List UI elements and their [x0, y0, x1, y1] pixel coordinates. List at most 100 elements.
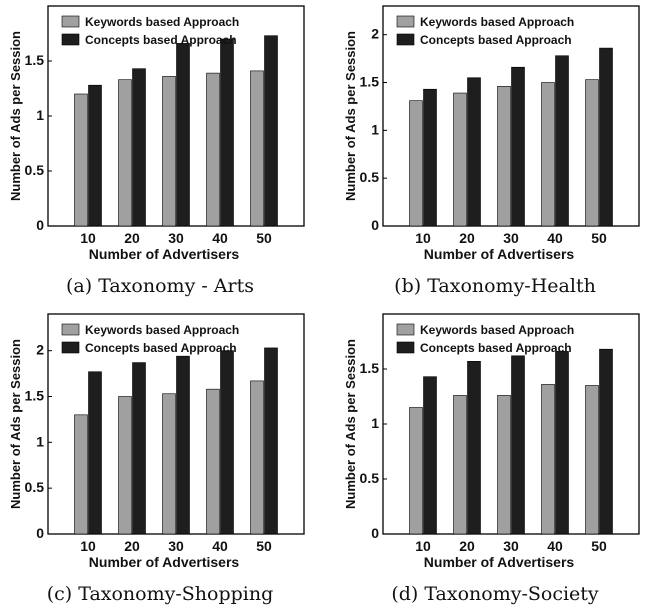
legend-label: Concepts based Approach	[85, 341, 237, 355]
legend-swatch	[61, 341, 80, 354]
bar	[250, 70, 264, 227]
bar	[599, 47, 613, 227]
bar	[132, 68, 146, 227]
legend-label: Concepts based Approach	[85, 33, 237, 47]
chart-society: 0 0.5 1 1.5 10 20 30 40 50 Number of Advertisers N…	[343, 313, 640, 570]
legend: Keywords based Approach Concepts based Ap…	[396, 15, 574, 47]
bar	[497, 86, 511, 227]
y-tick-label: 0	[36, 217, 44, 233]
x-axis-label: Number of Advertisers	[89, 554, 240, 570]
y-tick-label: 1.5	[25, 52, 45, 68]
bar	[453, 395, 467, 535]
x-tick-label: 20	[124, 230, 140, 246]
bar	[511, 66, 525, 227]
bar	[206, 388, 220, 535]
bar	[162, 76, 176, 227]
x-tick-label: 50	[591, 230, 607, 246]
bar	[423, 88, 437, 227]
chart-caption: (d) Taxonomy-Society	[391, 583, 599, 605]
x-tick-label: 50	[591, 538, 607, 554]
x-tick-label: 20	[459, 538, 475, 554]
legend-swatch	[61, 323, 80, 336]
legend: Keywords based Approach Concepts based Ap…	[61, 15, 239, 47]
bar	[555, 351, 569, 535]
y-tick-label: 1.5	[360, 74, 380, 90]
legend-swatch	[61, 33, 80, 46]
x-tick-label: 20	[124, 538, 140, 554]
x-tick-label: 10	[80, 230, 96, 246]
x-tick-label: 40	[547, 230, 563, 246]
x-axis-label: Number of Advertisers	[424, 246, 575, 262]
y-axis-label: Number of Ads per Session	[8, 339, 23, 509]
y-tick-label: 1.5	[25, 388, 45, 404]
bar	[555, 55, 569, 227]
bar	[132, 362, 146, 535]
legend-swatch	[396, 33, 415, 46]
x-tick-label: 10	[80, 538, 96, 554]
bar	[497, 395, 511, 535]
chart-caption: (b) Taxonomy-Health	[394, 275, 596, 297]
y-tick-label: 1	[36, 433, 44, 449]
y-tick-label: 0.5	[360, 470, 380, 486]
legend-label: Concepts based Approach	[420, 341, 572, 355]
y-tick-label: 0	[371, 217, 379, 233]
bar	[423, 376, 437, 535]
bar	[409, 100, 423, 227]
legend-label: Keywords based Approach	[420, 15, 574, 29]
y-tick-label: 0	[36, 525, 44, 541]
chart-panel-arts: 0 0.5 1 1.5 10 20 30 40 50 Number of Advertisers N…	[0, 0, 320, 308]
y-axis-label: Number of Ads per Session	[8, 31, 23, 201]
legend-swatch	[61, 15, 80, 28]
bar	[264, 35, 278, 227]
legend-swatch	[396, 323, 415, 336]
x-tick-label: 40	[212, 538, 228, 554]
legend: Keywords based Approach Concepts based Ap…	[396, 323, 574, 355]
x-axis-label: Number of Advertisers	[424, 554, 575, 570]
bar	[118, 396, 132, 535]
chart-arts: 0 0.5 1 1.5 10 20 30 40 50 Number of Advertisers N…	[8, 5, 305, 262]
bar	[220, 350, 234, 535]
x-tick-label: 10	[415, 538, 431, 554]
y-tick-label: 0.5	[360, 169, 380, 185]
y-axis-label: Number of Ads per Session	[343, 31, 358, 201]
x-tick-label: 50	[256, 230, 272, 246]
bar	[453, 92, 467, 227]
y-tick-label: 0.5	[25, 162, 45, 178]
bar	[599, 348, 613, 535]
x-tick-label: 40	[547, 538, 563, 554]
y-tick-label: 2	[371, 26, 379, 42]
y-tick-label: 1.5	[360, 360, 380, 376]
x-tick-label: 30	[168, 230, 184, 246]
x-tick-label: 30	[503, 538, 519, 554]
bar	[250, 380, 264, 535]
x-tick-label: 10	[415, 230, 431, 246]
y-tick-label: 1	[371, 121, 379, 137]
bar	[206, 72, 220, 227]
x-tick-label: 20	[459, 230, 475, 246]
bar	[220, 38, 234, 227]
bar	[585, 79, 599, 227]
bar	[541, 384, 555, 535]
x-axis-label: Number of Advertisers	[89, 246, 240, 262]
x-tick-label: 30	[503, 230, 519, 246]
chart-panel-shopping: 0 0.5 1 1.5 2 10 20 30 40 50 Number of Advertisers…	[0, 308, 320, 616]
legend-label: Keywords based Approach	[85, 15, 239, 29]
chart-caption: (c) Taxonomy-Shopping	[46, 583, 274, 605]
bar	[511, 355, 525, 535]
legend-label: Keywords based Approach	[420, 323, 574, 337]
y-axis-label: Number of Ads per Session	[343, 339, 358, 509]
bar	[541, 82, 555, 227]
y-tick-label: 0	[371, 525, 379, 541]
bar	[118, 79, 132, 227]
bar	[585, 385, 599, 535]
legend-label: Keywords based Approach	[85, 323, 239, 337]
legend-swatch	[396, 341, 415, 354]
y-tick-label: 1	[36, 107, 44, 123]
y-tick-label: 2	[36, 342, 44, 358]
chart-health: 0 0.5 1 1.5 2 10 20 30 40 50 Number of Advertisers…	[343, 5, 640, 262]
x-tick-label: 50	[256, 538, 272, 554]
chart-shopping: 0 0.5 1 1.5 2 10 20 30 40 50 Number of Advertisers…	[8, 313, 305, 570]
y-tick-label: 1	[371, 415, 379, 431]
bar	[162, 393, 176, 535]
bar	[467, 360, 481, 535]
